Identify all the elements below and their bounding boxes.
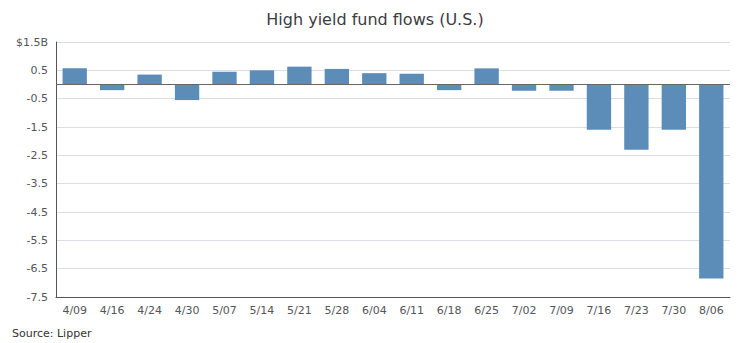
svg-text:-5.5: -5.5: [27, 234, 48, 247]
svg-text:-7.5: -7.5: [27, 291, 48, 304]
svg-text:6/25: 6/25: [474, 304, 499, 317]
svg-text:7/30: 7/30: [661, 304, 686, 317]
svg-text:0.5: 0.5: [31, 64, 49, 77]
svg-text:$1.5B: $1.5B: [16, 36, 48, 49]
svg-text:5/14: 5/14: [250, 304, 275, 317]
svg-text:-4.5: -4.5: [27, 206, 48, 219]
svg-text:7/23: 7/23: [624, 304, 649, 317]
svg-text:4/24: 4/24: [137, 304, 162, 317]
svg-text:5/07: 5/07: [212, 304, 237, 317]
svg-text:-0.5: -0.5: [27, 92, 48, 105]
svg-text:-6.5: -6.5: [27, 262, 48, 275]
svg-text:-2.5: -2.5: [27, 149, 48, 162]
svg-text:8/06: 8/06: [699, 304, 724, 317]
svg-text:7/02: 7/02: [512, 304, 537, 317]
svg-text:7/16: 7/16: [587, 304, 612, 317]
svg-text:High yield fund flows (U.S.): High yield fund flows (U.S.): [266, 10, 483, 29]
svg-text:Source: Lipper: Source: Lipper: [12, 327, 92, 340]
svg-text:7/09: 7/09: [549, 304, 574, 317]
svg-text:4/30: 4/30: [175, 304, 200, 317]
svg-text:6/11: 6/11: [399, 304, 424, 317]
svg-text:-1.5: -1.5: [27, 121, 48, 134]
svg-text:-3.5: -3.5: [27, 177, 48, 190]
svg-text:5/21: 5/21: [287, 304, 312, 317]
svg-text:5/28: 5/28: [324, 304, 349, 317]
svg-text:4/09: 4/09: [62, 304, 87, 317]
svg-text:4/16: 4/16: [100, 304, 125, 317]
svg-text:6/18: 6/18: [437, 304, 462, 317]
svg-text:6/04: 6/04: [362, 304, 387, 317]
